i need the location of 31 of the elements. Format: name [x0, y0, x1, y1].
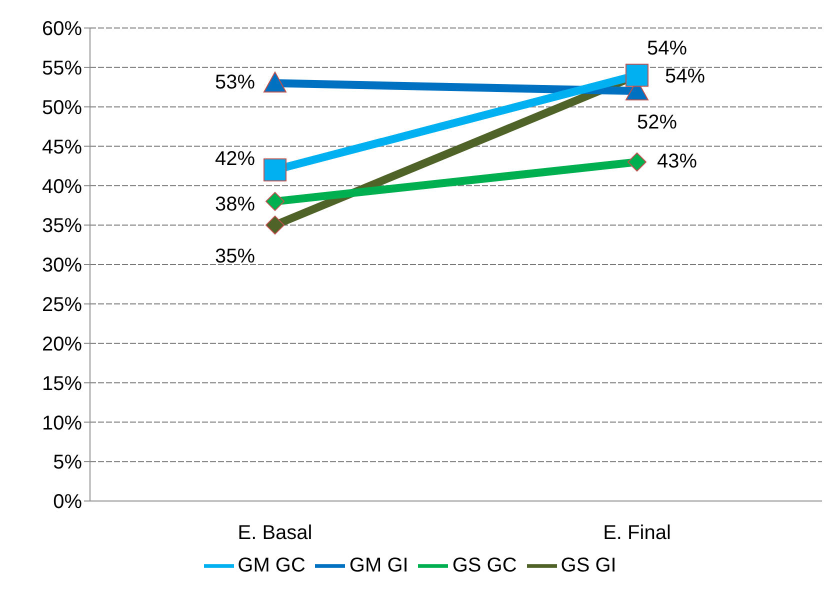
- data-label: 54%: [646, 38, 688, 60]
- point: [264, 158, 286, 182]
- y-tick-label: 50%: [42, 96, 82, 119]
- data-label: 52%: [636, 111, 678, 134]
- data-label: 54%: [664, 66, 706, 88]
- legend-label: GM GI: [349, 554, 408, 576]
- data-label: 38%: [214, 194, 256, 216]
- point: [266, 192, 284, 211]
- y-tick-label: 0%: [53, 491, 82, 514]
- y-tick-label: 60%: [42, 18, 82, 40]
- legend-label: GM GC: [238, 554, 306, 576]
- y-tick-label: 20%: [42, 333, 82, 356]
- y-tick-label: 15%: [42, 372, 82, 395]
- data-label: 35%: [214, 245, 256, 268]
- y-tick-label: 40%: [42, 176, 82, 198]
- point: [266, 216, 284, 235]
- x-tick-label: E. Final: [603, 522, 671, 544]
- y-tick-label: 55%: [42, 58, 82, 80]
- y-tick-label: 25%: [42, 294, 82, 316]
- y-tick-label: 35%: [42, 215, 82, 238]
- x-tick-label: E. Basal: [238, 522, 312, 544]
- y-tick-label: 45%: [42, 136, 82, 158]
- y-tick-label: 5%: [53, 452, 82, 474]
- y-tick-label: 10%: [42, 412, 82, 434]
- legend-label: GS GI: [560, 554, 616, 576]
- data-label: 42%: [214, 148, 256, 170]
- y-tick-label: 30%: [42, 254, 82, 277]
- point: [628, 152, 646, 172]
- legend-label: GS GC: [452, 554, 517, 576]
- data-label: 53%: [214, 71, 256, 94]
- data-label: 43%: [656, 150, 698, 172]
